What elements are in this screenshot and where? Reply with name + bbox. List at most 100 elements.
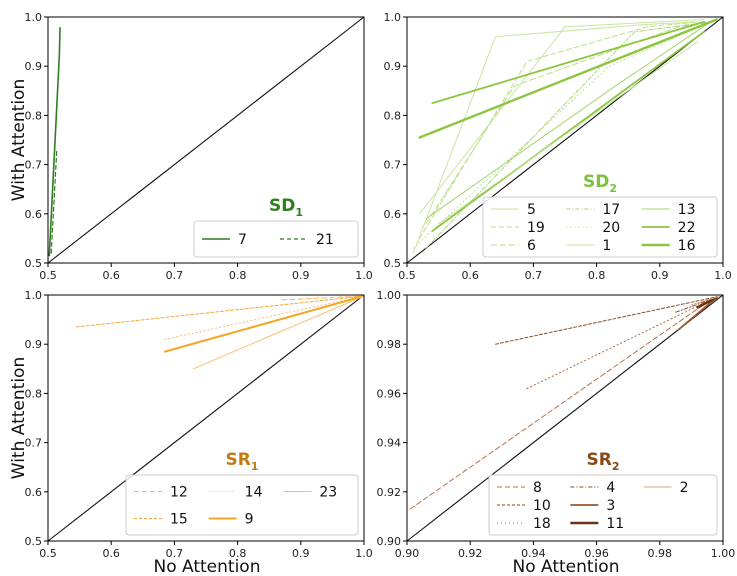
- legend-label-14: 14: [245, 485, 263, 501]
- panel-title: SD2: [583, 172, 617, 195]
- x-tick-label: 0.7: [525, 269, 543, 282]
- legend-box: [488, 474, 718, 536]
- diagonal-reference-line: [406, 16, 724, 264]
- y-tick-label: 1.0: [25, 11, 43, 24]
- x-tick-label: 0.6: [102, 269, 120, 282]
- series-line-19: [419, 21, 699, 239]
- y-tick-label: 1.0: [25, 289, 43, 302]
- series-line-5: [412, 21, 699, 254]
- y-tick-label: 0.96: [377, 387, 402, 400]
- plot-area: [409, 295, 721, 510]
- plot-area: [412, 18, 718, 254]
- legend-box: [125, 474, 359, 536]
- series-line-11: [696, 296, 719, 309]
- panel-title: SR2: [587, 450, 620, 473]
- y-tick-label: 0.8: [384, 109, 402, 122]
- legend: 5 19 6 17 20 1 13 22 16: [482, 196, 718, 258]
- axes-frame: [406, 16, 724, 264]
- diagonal-reference-line: [406, 294, 724, 542]
- y-tick-label: 1.0: [384, 11, 402, 24]
- y-tick-label: 0.7: [25, 437, 43, 450]
- y-tick-label: 0.9: [25, 60, 43, 73]
- x-tick-label: 0.8: [229, 547, 247, 560]
- x-tick-label: 0.9: [292, 547, 310, 560]
- legend-label-20: 20: [602, 220, 620, 236]
- axes-frame: [406, 294, 724, 542]
- series-line-1: [419, 19, 705, 215]
- panel-title: SR1: [226, 450, 259, 473]
- legend-box: [193, 220, 359, 258]
- series-line-22: [431, 20, 705, 104]
- x-tick-label: 0.98: [648, 547, 673, 560]
- y-tick-label: 0.5: [384, 257, 402, 270]
- y-tick-label: 0.7: [25, 159, 43, 172]
- y-tick-label: 0.8: [25, 109, 43, 122]
- series-line-16: [418, 18, 718, 139]
- x-axis-label-right: No Attention: [513, 557, 620, 576]
- legend-label-2: 2: [680, 480, 689, 496]
- x-tick-label: 0.8: [229, 269, 247, 282]
- legend-label-9: 9: [245, 512, 254, 528]
- x-tick-label: 0.8: [588, 269, 606, 282]
- x-tick-label: 1.0: [355, 547, 373, 560]
- y-tick-label: 0.9: [25, 338, 43, 351]
- x-tick-label: 0.6: [102, 547, 120, 560]
- legend-label-6: 6: [527, 238, 536, 254]
- x-tick-label: 0.5: [39, 269, 57, 282]
- axes-frame: [47, 16, 365, 264]
- y-tick-label: 0.94: [377, 437, 402, 450]
- y-tick-label: 0.5: [25, 535, 43, 548]
- panel-title-main: SD: [583, 172, 609, 192]
- series-line-3: [677, 296, 718, 331]
- x-tick-label: 0.5: [39, 547, 57, 560]
- y-tick-label: 0.98: [377, 338, 402, 351]
- panel-4: 0.90 0.92 0.94 0.96 0.98 1.00 0.90 0.92 0.94 0.96…: [377, 289, 736, 560]
- legend: 8 10 18 4 3 11 2: [488, 474, 718, 536]
- y-axis-label-bottom: With Attention: [9, 357, 29, 479]
- legend-label-1: 1: [602, 238, 611, 254]
- legend: 12 15 14 9 23: [125, 474, 359, 536]
- series-line-9: [163, 295, 364, 353]
- x-tick-label: 0.7: [166, 269, 184, 282]
- x-tick-label: 1.00: [711, 547, 736, 560]
- panel-title-subscript: 2: [612, 460, 620, 473]
- legend-label-22: 22: [678, 220, 696, 236]
- panel-1: 0.5 0.6 0.7 0.8 0.9 1.0 0.5 0.6 0.7 0.8 0.9 1.0 7 21 S…: [25, 11, 373, 282]
- panel-2: 0.5 0.6 0.7 0.8 0.9 1.0 0.5 0.6 0.7 0.8 0.9 1.0 5 19 6…: [384, 11, 732, 282]
- x-tick-label: 0.5: [398, 269, 416, 282]
- series-line-12: [281, 295, 364, 301]
- y-tick-label: 0.8: [25, 387, 43, 400]
- diagonal-reference-line: [47, 16, 365, 264]
- axes-frame: [47, 294, 365, 542]
- legend-label-4: 4: [606, 480, 615, 496]
- legend-label-10: 10: [533, 498, 551, 514]
- x-tick-label: 1.0: [355, 269, 373, 282]
- plot-area: [75, 295, 364, 370]
- legend-label-23: 23: [319, 485, 337, 501]
- legend-label-3: 3: [606, 498, 615, 514]
- y-tick-label: 0.9: [384, 60, 402, 73]
- x-tick-label: 0.9: [651, 269, 669, 282]
- panel-title-subscript: 1: [251, 460, 259, 473]
- series-line-17: [425, 21, 711, 249]
- y-tick-label: 1.00: [377, 289, 402, 302]
- y-tick-label: 0.92: [377, 486, 402, 499]
- y-tick-label: 0.7: [384, 159, 402, 172]
- panel-title-main: SR: [587, 450, 612, 470]
- series-line-18: [526, 299, 711, 389]
- series-line-23: [192, 295, 364, 370]
- x-tick-label: 0.7: [166, 547, 184, 560]
- diagonal-reference-line: [47, 294, 365, 542]
- x-tick-label: 0.90: [395, 547, 420, 560]
- y-tick-label: 0.6: [25, 208, 43, 221]
- panel-title-subscript: 2: [609, 182, 617, 195]
- series-line-8: [409, 299, 711, 510]
- legend: 7 21: [193, 220, 359, 258]
- x-tick-label: 0.94: [521, 547, 546, 560]
- legend-label-15: 15: [170, 512, 188, 528]
- legend-label-21: 21: [316, 232, 334, 248]
- legend-label-19: 19: [527, 220, 545, 236]
- y-tick-label: 0.6: [25, 486, 43, 499]
- plot-area: [48, 26, 61, 257]
- panel-title-main: SR: [226, 450, 251, 470]
